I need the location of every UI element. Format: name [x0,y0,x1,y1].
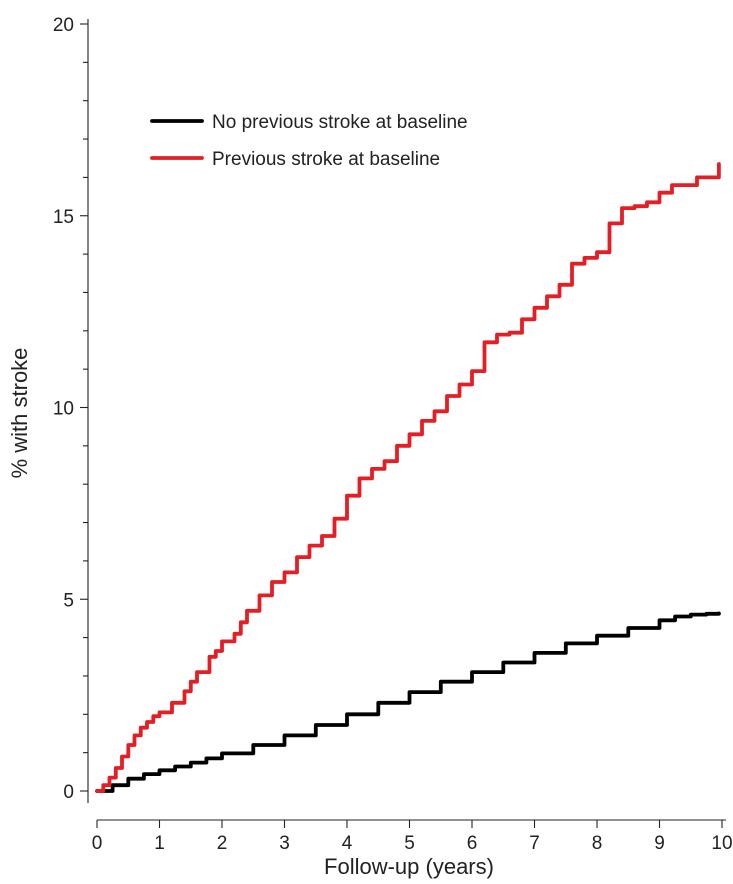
y-tick-label: 10 [53,399,74,420]
y-axis-title: % with stroke [7,348,32,479]
y-tick-label: 0 [63,782,74,803]
series-line-no-previous-stroke [95,611,721,793]
y-tick-label: 15 [53,207,74,228]
series-group [95,162,721,793]
y-ticks: 0 5 10 15 20 [53,15,88,803]
axes [87,19,726,821]
x-tick-label: 3 [279,833,290,854]
x-axis-title: Follow-up (years) [324,854,494,879]
series-line-previous-stroke [95,162,721,793]
x-ticks: 0 1 2 3 4 5 6 7 8 9 10 [92,820,733,854]
x-tick-label: 2 [217,833,228,854]
legend-label-previous-stroke: Previous stroke at baseline [212,149,440,170]
x-tick-label: 7 [529,833,540,854]
x-tick-label: 1 [154,833,165,854]
x-tick-label: 4 [342,833,353,854]
y-tick-label: 5 [63,590,74,611]
x-tick-label: 0 [92,833,103,854]
x-tick-label: 8 [592,833,603,854]
legend: No previous stroke at baseline Previous … [150,112,468,170]
y-tick-label: 20 [53,15,74,36]
x-tick-label: 9 [654,833,665,854]
x-tick-label: 10 [711,833,732,854]
x-tick-label: 5 [404,833,415,854]
legend-label-no-previous-stroke: No previous stroke at baseline [212,112,468,133]
x-tick-label: 6 [467,833,478,854]
